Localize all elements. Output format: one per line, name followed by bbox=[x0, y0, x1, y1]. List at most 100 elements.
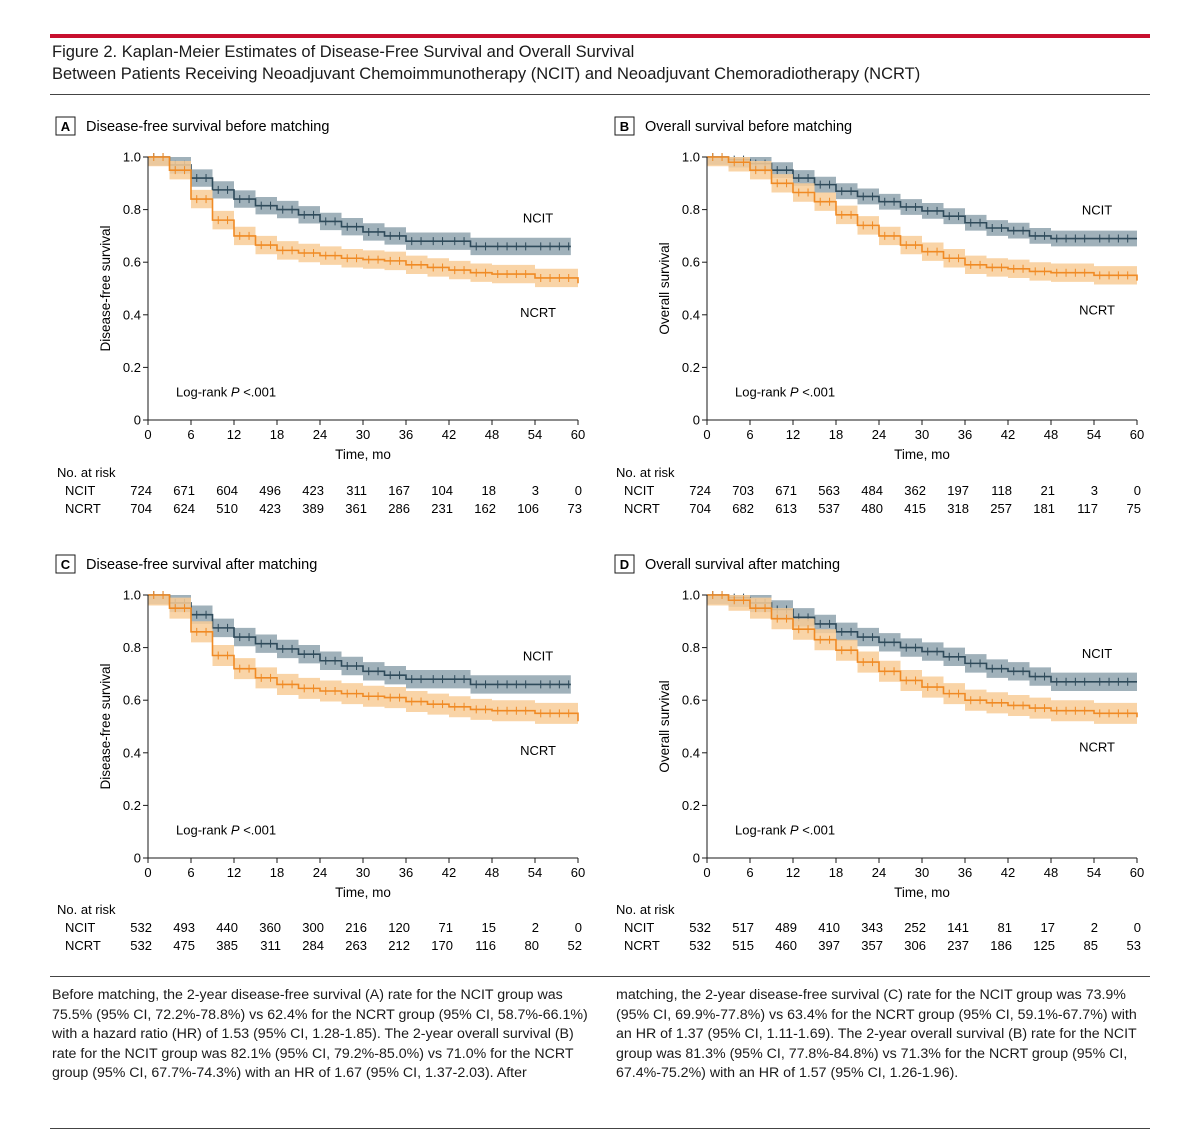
risk-count-ncit: 141 bbox=[947, 920, 969, 935]
y-tick-label: 0.4 bbox=[682, 307, 700, 322]
risk-count-ncit: 724 bbox=[689, 483, 711, 498]
caption-divider-bottom bbox=[50, 1128, 1150, 1129]
caption-divider-top bbox=[50, 976, 1150, 977]
y-tick-label: 0.2 bbox=[123, 360, 141, 375]
x-tick-label: 36 bbox=[958, 427, 972, 442]
series-label-ncit: NCIT bbox=[523, 210, 553, 225]
risk-count-ncit: 0 bbox=[575, 483, 582, 498]
risk-count-ncrt: 52 bbox=[568, 938, 582, 953]
log-rank-annotation: Log-rank P <.001 bbox=[735, 822, 835, 837]
risk-count-ncit: 118 bbox=[991, 483, 1012, 498]
panel-letter-box bbox=[55, 554, 76, 574]
risk-count-ncrt: 475 bbox=[173, 938, 195, 953]
panel-letter: C bbox=[61, 557, 71, 572]
figure-title-line-2: Between Patients Receiving Neoadjuvant C… bbox=[52, 64, 921, 83]
series-ncrt: NCRT bbox=[148, 591, 579, 758]
log-rank-annotation: Log-rank P <.001 bbox=[735, 384, 835, 399]
x-tick-label: 18 bbox=[270, 427, 284, 442]
risk-table: No. at risk NCIT 724 703 671 563 484 362 197 118 2… bbox=[616, 465, 1141, 516]
x-tick-label: 6 bbox=[187, 427, 194, 442]
risk-count-ncit: 0 bbox=[1134, 483, 1141, 498]
x-tick-label: 54 bbox=[1087, 865, 1101, 880]
panel-title: Disease-free survival after matching bbox=[86, 557, 317, 573]
ci-band-ncrt bbox=[707, 157, 1137, 290]
series-label-ncrt: NCRT bbox=[1079, 739, 1115, 754]
risk-count-ncit: 410 bbox=[818, 920, 840, 935]
x-tick-label: 54 bbox=[1087, 427, 1101, 442]
y-tick-label: 0.4 bbox=[123, 745, 141, 760]
risk-row-label-ncit: NCIT bbox=[65, 483, 95, 498]
figure-title-line-1: Figure 2. Kaplan-Meier Estimates of Dise… bbox=[52, 43, 635, 61]
risk-count-ncrt: 704 bbox=[689, 501, 711, 516]
risk-count-ncit: 104 bbox=[431, 483, 453, 498]
series-ncrt: NCRT bbox=[148, 153, 579, 320]
risk-count-ncit: 493 bbox=[173, 920, 195, 935]
km-panel-d: D Overall survival after matching NCIT NCRT… bbox=[614, 554, 1144, 953]
x-axis-label: Time, mo bbox=[894, 447, 950, 462]
survival-line-ncrt bbox=[148, 594, 579, 722]
risk-count-ncit: 2 bbox=[532, 920, 539, 935]
risk-count-ncit: 81 bbox=[998, 920, 1012, 935]
x-tick-label: 6 bbox=[746, 865, 753, 880]
panel-letter-box bbox=[614, 554, 635, 574]
y-tick-label: 0.8 bbox=[123, 202, 141, 217]
x-tick-label: 30 bbox=[915, 427, 929, 442]
x-tick-label: 48 bbox=[1044, 865, 1058, 880]
risk-row-label-ncrt: NCRT bbox=[624, 938, 660, 953]
x-tick-label: 60 bbox=[571, 427, 585, 442]
x-tick-label: 42 bbox=[442, 865, 456, 880]
x-axis-label: Time, mo bbox=[894, 885, 950, 900]
x-tick-label: 12 bbox=[786, 865, 800, 880]
risk-count-ncrt: 357 bbox=[861, 938, 883, 953]
risk-count-ncrt: 389 bbox=[302, 501, 324, 516]
risk-table-header: No. at risk bbox=[616, 902, 675, 917]
x-tick-label: 48 bbox=[485, 427, 499, 442]
y-tick-label: 1.0 bbox=[123, 150, 141, 165]
risk-count-ncit: 311 bbox=[346, 483, 367, 498]
risk-count-ncit: 21 bbox=[1041, 483, 1055, 498]
ci-band-ncit bbox=[148, 595, 571, 694]
y-tick-label: 0.2 bbox=[123, 798, 141, 813]
panel-letter: D bbox=[620, 557, 629, 572]
risk-count-ncrt: 73 bbox=[568, 501, 582, 516]
y-tick-label: 0.4 bbox=[123, 307, 141, 322]
risk-count-ncrt: 237 bbox=[947, 938, 969, 953]
panel-title: Overall survival before matching bbox=[645, 119, 852, 135]
risk-count-ncit: 532 bbox=[130, 920, 152, 935]
x-tick-label: 0 bbox=[144, 427, 151, 442]
x-tick-label: 60 bbox=[1130, 427, 1144, 442]
x-tick-label: 12 bbox=[786, 427, 800, 442]
km-panel-a: A Disease-free survival before matching NC… bbox=[55, 116, 585, 516]
title-divider bbox=[50, 94, 1150, 95]
risk-count-ncrt: 532 bbox=[130, 938, 152, 953]
x-tick-label: 36 bbox=[399, 865, 413, 880]
y-tick-label: 0 bbox=[693, 851, 700, 866]
y-axis-label: Disease-free survival bbox=[98, 663, 113, 789]
risk-count-ncrt: 682 bbox=[732, 501, 754, 516]
y-tick-label: 0.6 bbox=[123, 255, 141, 270]
y-tick-label: 0.2 bbox=[682, 360, 700, 375]
survival-line-ncit bbox=[148, 156, 571, 248]
risk-count-ncrt: 537 bbox=[818, 501, 840, 516]
x-tick-label: 24 bbox=[313, 427, 327, 442]
series-label-ncit: NCIT bbox=[523, 648, 553, 663]
y-tick-label: 1.0 bbox=[123, 588, 141, 603]
log-rank-annotation: Log-rank P <.001 bbox=[176, 384, 276, 399]
y-tick-label: 1.0 bbox=[682, 588, 700, 603]
risk-row-label-ncrt: NCRT bbox=[624, 501, 660, 516]
risk-count-ncrt: 85 bbox=[1084, 938, 1098, 953]
y-tick-label: 0 bbox=[693, 413, 700, 428]
y-axis-label: Overall survival bbox=[657, 680, 672, 772]
x-tick-label: 36 bbox=[958, 865, 972, 880]
x-tick-label: 18 bbox=[829, 865, 843, 880]
ci-band-ncrt bbox=[148, 595, 578, 732]
risk-count-ncit: 671 bbox=[173, 483, 195, 498]
x-tick-label: 30 bbox=[915, 865, 929, 880]
panel-title: Overall survival after matching bbox=[645, 557, 840, 573]
risk-count-ncit: 252 bbox=[904, 920, 926, 935]
survival-line-ncrt bbox=[707, 156, 1138, 281]
risk-count-ncit: 2 bbox=[1091, 920, 1098, 935]
series-label-ncrt: NCRT bbox=[520, 743, 556, 758]
risk-count-ncrt: 480 bbox=[861, 501, 883, 516]
